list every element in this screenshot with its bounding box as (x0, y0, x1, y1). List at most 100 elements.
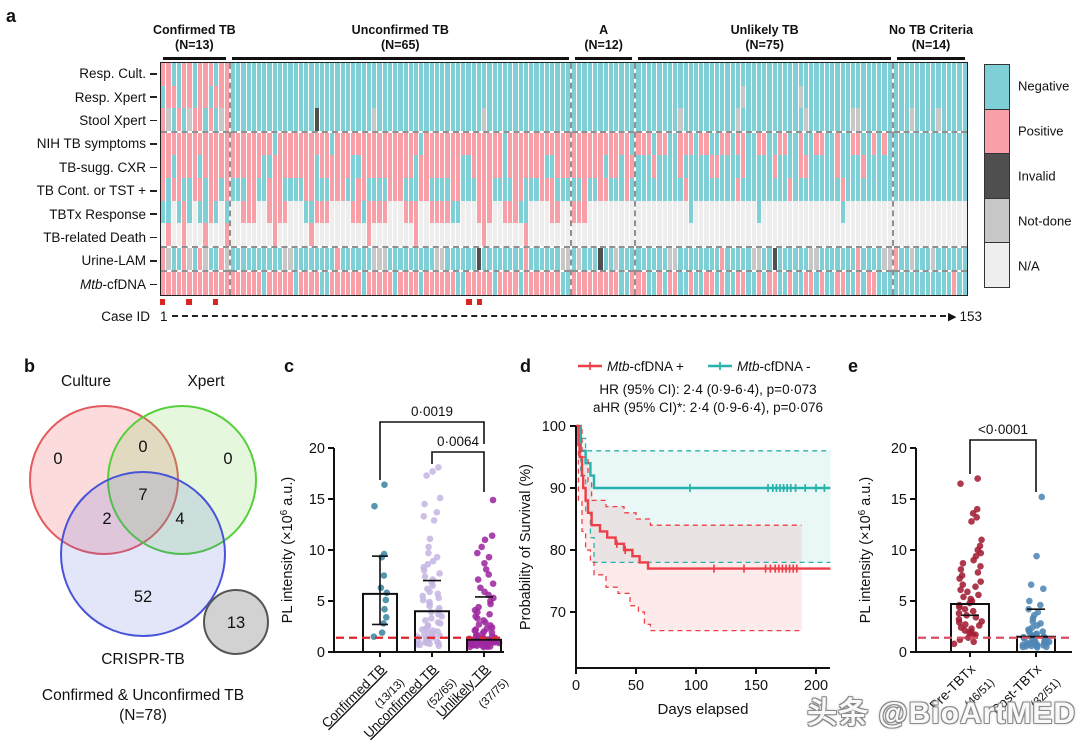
heatmap-cell (304, 85, 309, 109)
heatmap-cell (683, 177, 688, 201)
heatmap-row (161, 223, 229, 248)
heatmap-cell (319, 247, 325, 271)
heatmap-cell (224, 108, 229, 131)
heatmap-cell (513, 108, 518, 131)
heatmap-row (636, 63, 892, 86)
heatmap-cell (624, 63, 630, 86)
heatmap-cell (314, 108, 319, 131)
data-point (433, 508, 441, 516)
heatmap-cell (213, 177, 219, 201)
heatmap-cell (646, 200, 652, 224)
heatmap-cell (497, 63, 502, 86)
legend-color-bar (984, 64, 1010, 288)
group-n: (N=13) (175, 38, 214, 53)
heatmap-cell (641, 132, 646, 156)
heatmap-cell (208, 108, 213, 131)
heatmap-cell (414, 155, 419, 178)
heatmap-cell (403, 200, 408, 224)
heatmap-cell (523, 63, 529, 86)
heatmap-cell (482, 177, 487, 201)
legend-swatch-negative (985, 65, 1009, 109)
heatmap-cell (487, 177, 492, 201)
heatmap-cell (904, 177, 909, 201)
heatmap-cell (704, 200, 709, 224)
y-tick-label: 90 (550, 481, 566, 497)
heatmap-cell (941, 177, 946, 201)
heatmap-row (571, 108, 635, 133)
heatmap-cell (492, 63, 497, 86)
heatmap-cell (577, 247, 582, 271)
heatmap-cell (871, 223, 877, 246)
heatmap-cell (298, 108, 304, 131)
heatmap-cell (577, 108, 582, 131)
heatmap-cell (630, 177, 635, 201)
heatmap-cell (893, 223, 899, 246)
heatmap-cell (730, 108, 735, 131)
heatmap-cell (952, 155, 957, 178)
heatmap-cell (652, 200, 657, 224)
heatmap-cell (871, 177, 877, 201)
x-tick-label: 200 (804, 678, 828, 694)
significance-bracket (969, 439, 1037, 492)
heatmap-cell (641, 155, 646, 178)
heatmap-cell (351, 272, 356, 295)
heatmap-cell (851, 132, 856, 156)
heatmap-cell (560, 155, 565, 178)
heatmap-cell (277, 177, 283, 201)
heatmap-cell (241, 85, 246, 109)
heatmap-cell (882, 108, 887, 131)
heatmap-cell (571, 177, 577, 201)
heatmap-cell (882, 85, 887, 109)
heatmap-cell (762, 223, 767, 246)
heatmap-cell (887, 200, 892, 224)
heatmap-cell (414, 247, 419, 271)
group-header-title: A (N=12) (584, 23, 623, 54)
heatmap-cell (673, 200, 678, 224)
heatmap-cell (262, 108, 267, 131)
heatmap-cell (419, 85, 424, 109)
heatmap-cell (487, 63, 492, 86)
heatmap-cell (534, 85, 539, 109)
heatmap-cell (856, 63, 861, 86)
heatmap-cell (652, 155, 657, 178)
heatmap-cell (429, 155, 434, 178)
heatmap-cell (871, 155, 877, 178)
venn-count-xpert-only: 0 (223, 450, 232, 468)
heatmap-cell (565, 155, 571, 178)
heatmap-cell (330, 63, 335, 86)
heatmap-cell (166, 155, 171, 178)
heatmap-cell (534, 177, 539, 201)
heatmap-cell (319, 63, 325, 86)
heatmap-cell (393, 200, 398, 224)
case-id-start: 1 (160, 308, 168, 324)
heatmap-cell (925, 85, 930, 109)
heatmap-cell (272, 223, 277, 246)
heatmap-cell (909, 200, 915, 224)
heatmap-cell (393, 155, 398, 178)
heatmap-cell (314, 132, 319, 156)
heatmap-cell (377, 247, 382, 271)
heatmap-cell (502, 63, 508, 86)
data-point (959, 581, 967, 588)
heatmap-cell (709, 177, 714, 201)
heatmap-cell (741, 132, 746, 156)
heatmap-cell (241, 200, 246, 224)
data-point (1039, 628, 1047, 635)
heatmap-cell (466, 223, 471, 246)
heatmap-cell (309, 63, 314, 86)
heatmap-cell (798, 272, 803, 295)
heatmap-cell (652, 85, 657, 109)
heatmap-cell (377, 223, 382, 246)
heatmap-cell (782, 177, 788, 201)
heatmap-cell (877, 108, 882, 131)
heatmap-cell (603, 200, 608, 224)
heatmap-cell (851, 247, 856, 271)
heatmap-cell (565, 85, 571, 109)
heatmap-cell (565, 247, 571, 271)
heatmap-cell (809, 63, 814, 86)
heatmap-cell (899, 272, 904, 295)
heatmap-cell (941, 155, 946, 178)
data-point (474, 576, 482, 583)
heatmap-cell (688, 272, 693, 295)
